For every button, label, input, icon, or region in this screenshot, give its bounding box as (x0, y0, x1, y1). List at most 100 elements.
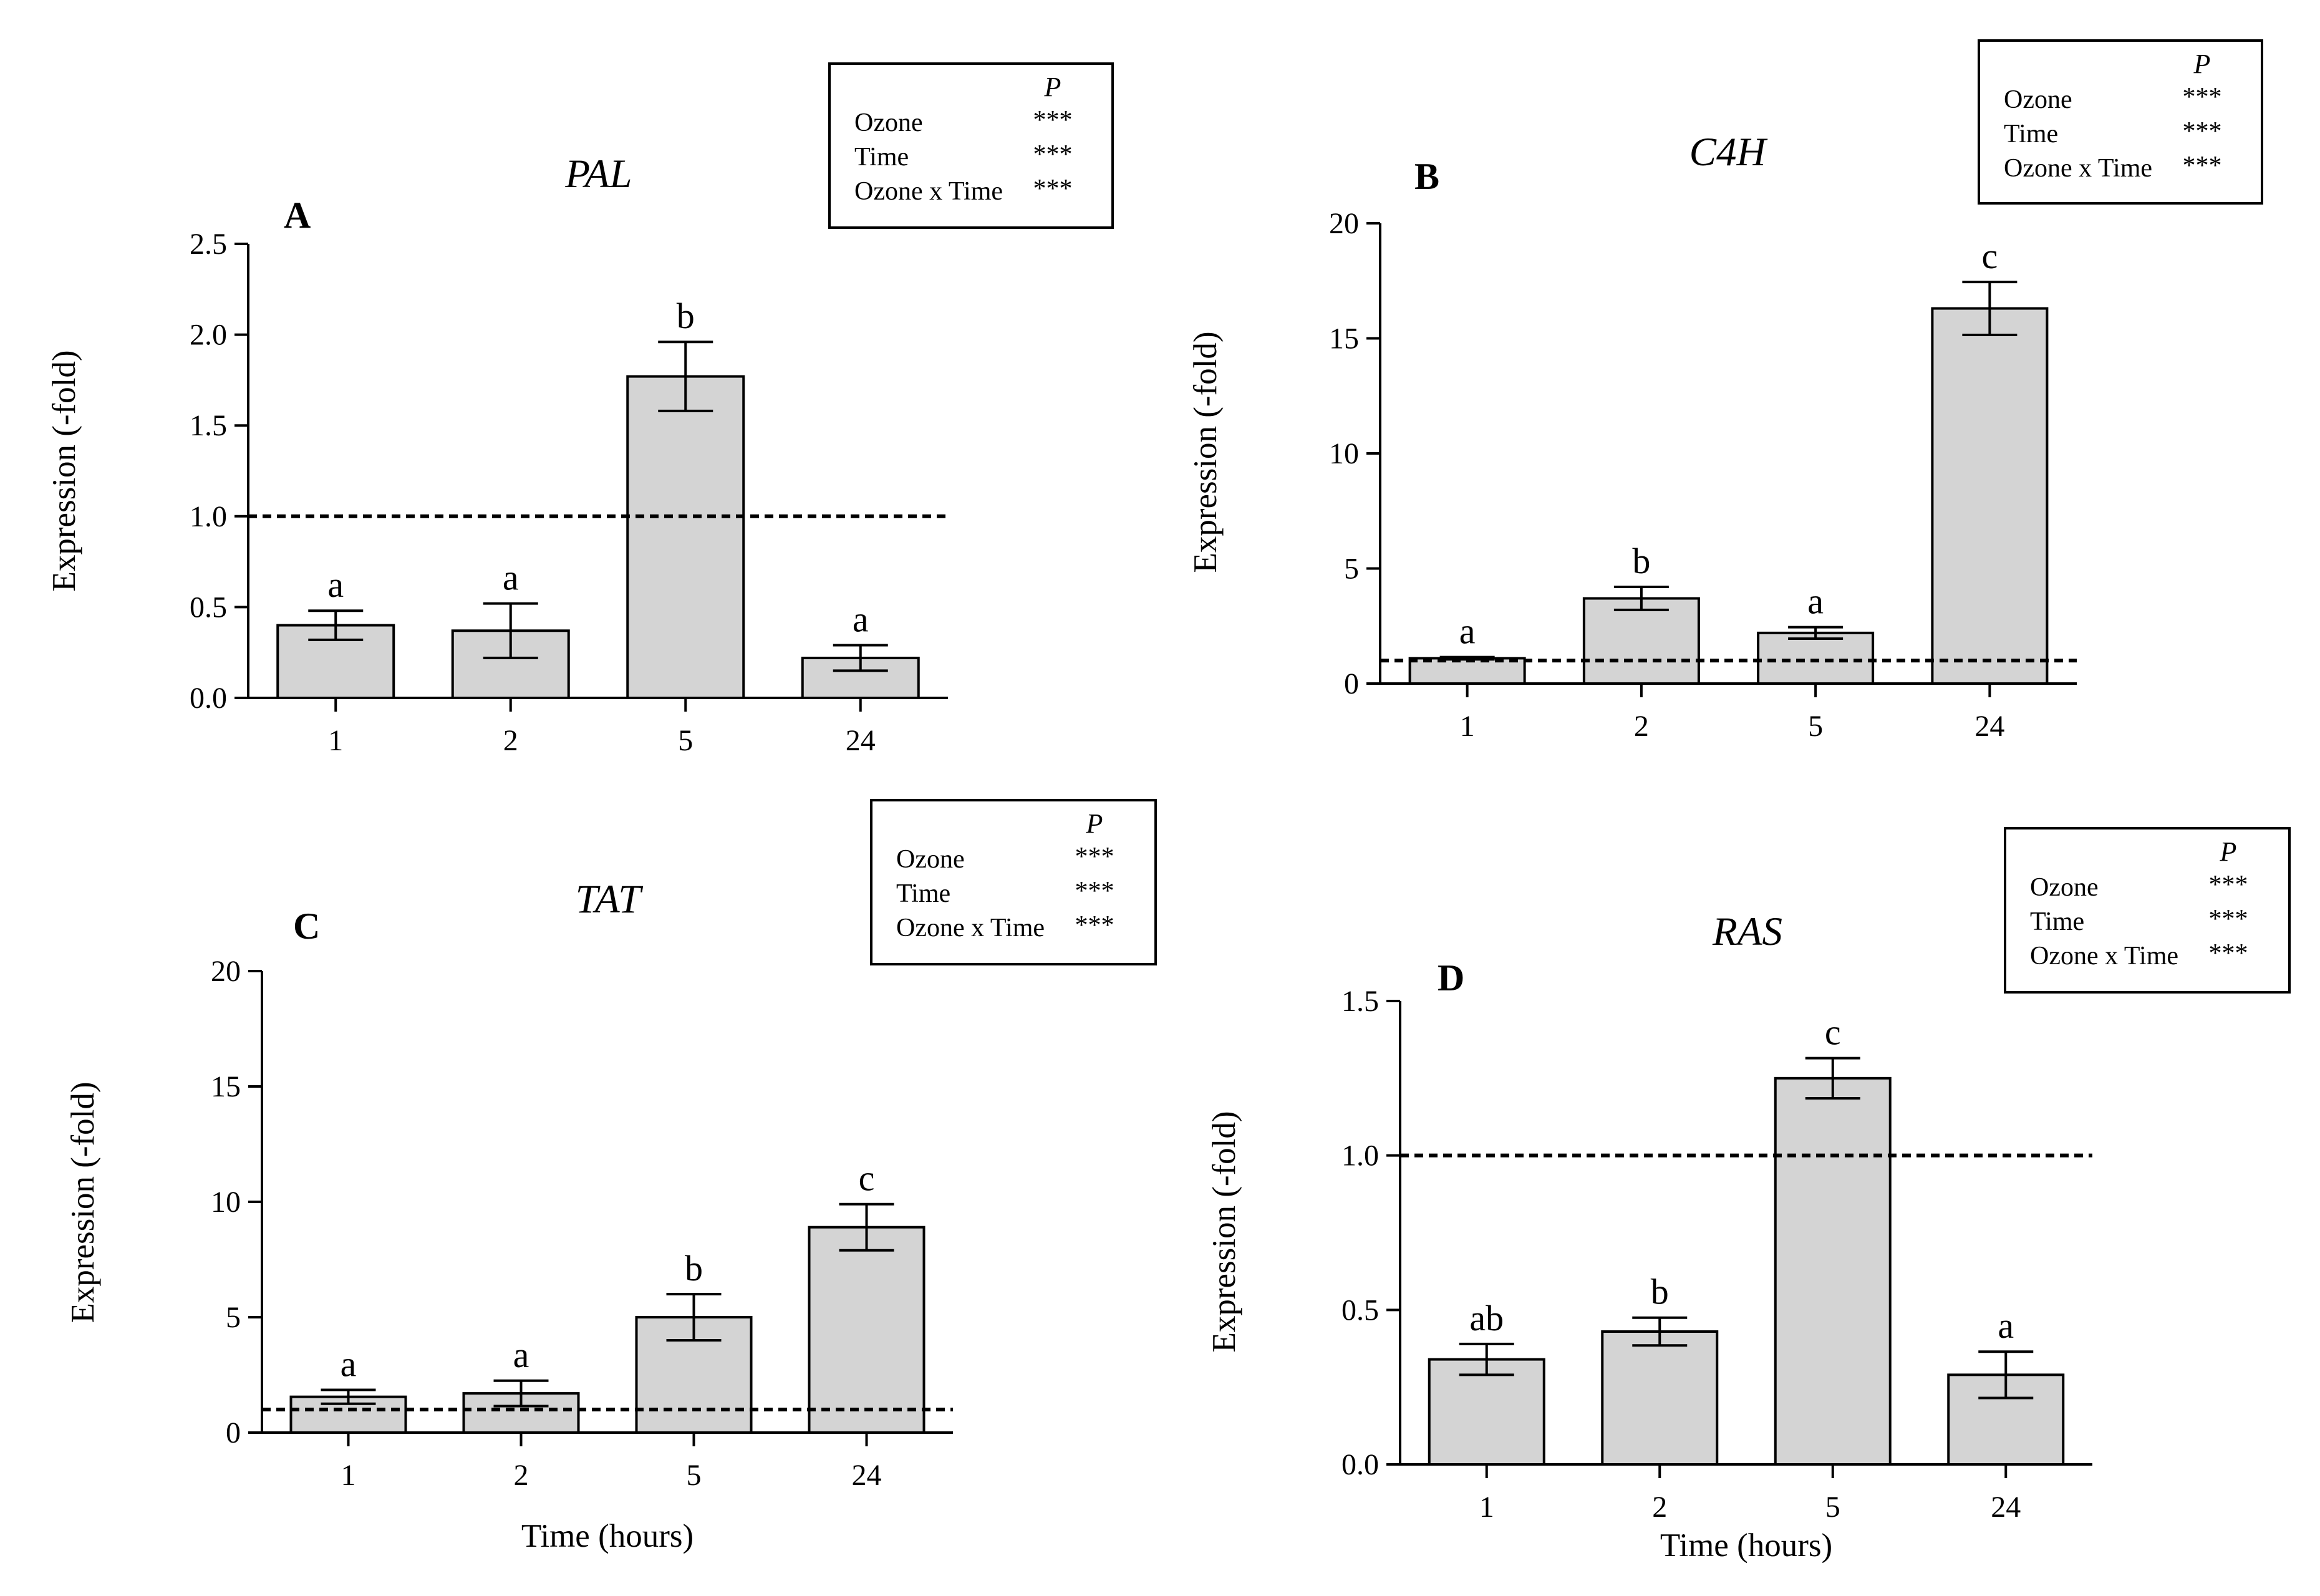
stats-p-header: P (2193, 49, 2211, 79)
significance-letter: b (685, 1248, 703, 1289)
stats-factor: Ozone (2004, 85, 2072, 114)
y-tick-label: 10 (211, 1186, 241, 1219)
stats-factor: Ozone (2030, 873, 2099, 902)
bar-24h (808, 1226, 926, 1434)
x-tick-label: 2 (1652, 1491, 1667, 1524)
y-tick-label: 2.5 (190, 228, 227, 261)
y-axis-label: Expression (-fold) (46, 350, 82, 591)
y-tick-label: 1.5 (190, 409, 227, 442)
stats-significance: *** (1033, 106, 1073, 135)
significance-letter: a (1807, 581, 1824, 622)
x-tick-label: 5 (687, 1459, 702, 1492)
gene-title: RAS (1712, 909, 1782, 954)
bar-24h (1931, 307, 2049, 685)
chart-panel-c: 0 5 10 15 20 a 1 a 2 b 5 c 24 TAT C Expression (-fold) T… (65, 799, 1157, 1554)
stats-factor: Ozone x Time (854, 177, 1003, 206)
chart-panel-d: 0.0 0.5 1.0 1.5 ab 1 b 2 c 5 a 24 RAS D Expression (-f… (1206, 827, 2291, 1564)
stats-box-frame (870, 799, 1157, 965)
panel-letter: A (284, 195, 311, 236)
stats-significance: *** (1033, 140, 1073, 169)
bar-5h (1774, 1076, 1892, 1466)
significance-letter: a (1998, 1305, 2014, 1346)
y-tick-label: 1.0 (190, 500, 227, 533)
x-tick-label: 24 (1991, 1491, 2021, 1524)
bar-2h (1582, 597, 1700, 685)
stats-factor: Ozone x Time (2004, 154, 2152, 183)
y-axis-label: Expression (-fold) (1206, 1111, 1242, 1352)
y-tick-label: 0.0 (190, 682, 227, 715)
significance-letter: a (853, 599, 869, 640)
stats-factor: Time (2004, 120, 2058, 148)
significance-letter: b (677, 296, 695, 336)
significance-letter: b (1632, 541, 1650, 581)
stats-box-frame (1978, 39, 2263, 205)
x-tick-label: 24 (1974, 710, 2004, 743)
x-tick-label: 24 (852, 1459, 882, 1492)
stats-box-frame (828, 62, 1114, 229)
significance-letter: c (1982, 236, 1998, 276)
stats-significance: *** (1033, 175, 1073, 203)
stats-box: P Ozone *** Time *** Ozone x Time *** (1978, 39, 2263, 205)
stats-p-header: P (1086, 808, 1103, 839)
y-tick-label: 20 (211, 955, 241, 988)
stats-factor: Ozone (896, 845, 965, 874)
y-tick-label: 0 (1344, 667, 1359, 700)
bar-1h (1408, 657, 1526, 685)
y-tick-label: 15 (211, 1070, 241, 1103)
y-tick-label: 1.5 (1341, 985, 1379, 1018)
stats-factor: Time (854, 143, 909, 172)
stats-factor: Time (896, 879, 950, 908)
x-tick-label: 24 (846, 724, 876, 757)
significance-letter: a (513, 1335, 529, 1375)
stats-significance: *** (1075, 911, 1114, 940)
stats-box: P Ozone *** Time *** Ozone x Time *** (870, 799, 1157, 965)
significance-letter: a (341, 1344, 357, 1385)
y-tick-label: 2.0 (190, 319, 227, 352)
gene-title: C4H (1689, 130, 1768, 175)
stats-box-frame (2004, 827, 2291, 994)
y-axis-label: Expression (-fold) (65, 1081, 101, 1323)
stats-significance: *** (2209, 871, 2248, 899)
x-axis-label: Time (hours) (521, 1518, 694, 1554)
y-tick-label: 0 (226, 1416, 241, 1449)
chart-panel-a: 0.0 0.5 1.0 1.5 2.0 2.5 a 1 a 2 b 5 a 24 PAL A Expressio… (46, 62, 1114, 757)
stats-significance: *** (2183, 83, 2222, 112)
x-tick-label: 5 (1825, 1491, 1840, 1524)
stats-p-header: P (2220, 836, 2237, 867)
stats-significance: *** (1075, 877, 1114, 906)
y-tick-label: 5 (226, 1301, 241, 1334)
chart-panel-b: 0 5 10 15 20 a 1 b 2 a 5 c 24 C4H B Expression (-fold) P… (1187, 39, 2263, 743)
y-tick-label: 20 (1329, 207, 1359, 240)
panel-letter: D (1438, 957, 1464, 999)
stats-box: P Ozone *** Time *** Ozone x Time *** (2004, 827, 2291, 994)
x-tick-label: 1 (1479, 1491, 1494, 1524)
panel-letter: C (293, 906, 320, 947)
panel-letter: B (1414, 156, 1439, 197)
stats-box: P Ozone *** Time *** Ozone x Time *** (828, 62, 1114, 229)
gene-title: PAL (564, 152, 632, 196)
stats-p-header: P (1044, 72, 1061, 102)
significance-letter: c (859, 1158, 875, 1199)
x-axis-label: Time (hours) (1660, 1527, 1832, 1564)
x-tick-label: 5 (1808, 710, 1823, 743)
stats-factor: Ozone x Time (2030, 942, 2178, 970)
significance-letter: ab (1469, 1298, 1504, 1338)
y-tick-label: 0.5 (1341, 1294, 1379, 1327)
bar-5h (626, 375, 745, 699)
x-tick-label: 2 (503, 724, 518, 757)
y-tick-label: 15 (1329, 322, 1359, 355)
y-tick-label: 10 (1329, 437, 1359, 470)
y-axis-label: Expression (-fold) (1187, 331, 1224, 573)
stats-significance: *** (2183, 152, 2222, 180)
y-tick-label: 5 (1344, 553, 1359, 586)
stats-factor: Ozone x Time (896, 914, 1045, 942)
stats-significance: *** (1075, 843, 1114, 871)
stats-factor: Ozone (854, 109, 923, 137)
significance-letter: a (1459, 611, 1476, 652)
significance-letter: c (1825, 1012, 1841, 1053)
y-tick-label: 0.0 (1341, 1448, 1379, 1481)
significance-letter: a (327, 564, 344, 605)
bar-2h (1601, 1330, 1719, 1466)
stats-factor: Time (2030, 907, 2084, 936)
